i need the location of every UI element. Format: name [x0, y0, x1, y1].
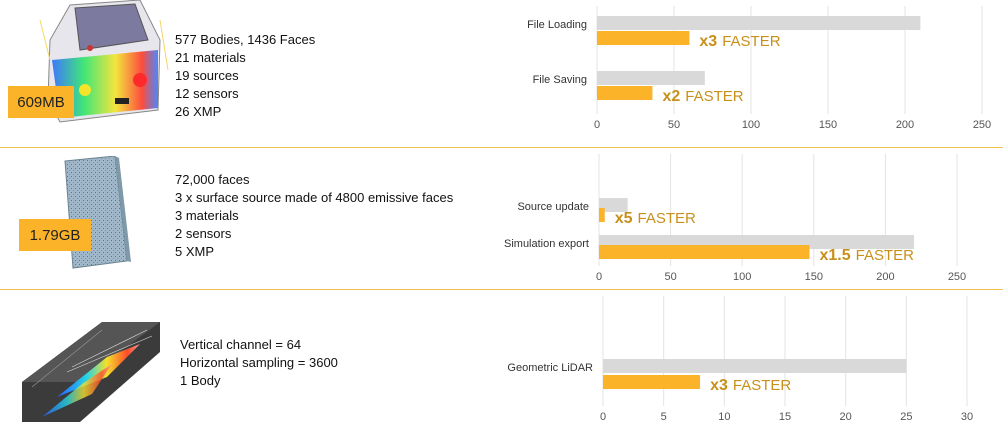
spec-line: Vertical channel = 64 [180, 337, 302, 352]
spec-line: 72,000 faces [175, 172, 250, 187]
bar-improved [599, 208, 605, 222]
x-tick-label: 50 [668, 119, 680, 131]
car-model-thumbnail [30, 0, 170, 128]
spec-line: 577 Bodies, 1436 Faces [175, 32, 316, 47]
performance-chart-2: 0 50 100 150 200 250 Source update x5 FASTER Simu… [504, 154, 966, 283]
spec-line: 26 XMP [175, 104, 222, 119]
speedup-annotation: x2 FASTER [662, 88, 743, 105]
category-label: File Loading [527, 19, 587, 31]
spec-line: 1 Body [180, 373, 221, 388]
file-size-badge: 609MB [8, 86, 74, 118]
panel-divider [0, 289, 1003, 290]
model-specs: Vertical channel = 64 Horizontal samplin… [180, 336, 338, 390]
x-tick-label: 5 [661, 411, 667, 423]
spec-line: Horizontal sampling = 3600 [180, 355, 338, 370]
model-specs: 577 Bodies, 1436 Faces 21 materials 19 s… [175, 31, 315, 121]
panel-car-model: 609MB 577 Bodies, 1436 Faces 21 material… [0, 0, 1003, 148]
bar-baseline [597, 16, 921, 30]
spec-line: 3 materials [175, 208, 239, 223]
speedup-annotation: x5 FASTER [615, 210, 696, 227]
x-tick-label: 25 [900, 411, 912, 423]
x-tick-label: 150 [819, 119, 837, 131]
x-tick-label: 250 [948, 271, 966, 283]
category-label: Geometric LiDAR [507, 362, 593, 374]
spec-line: 19 sources [175, 68, 239, 83]
bar-baseline [597, 71, 705, 85]
x-tick-label: 20 [840, 411, 852, 423]
category-label: File Saving [533, 74, 587, 86]
bar-improved [603, 375, 701, 389]
panel-divider [0, 147, 1003, 148]
x-tick-label: 0 [600, 411, 606, 423]
panel-surface-model: 1.79GB 72,000 faces 3 x surface source m… [0, 148, 1003, 289]
x-tick-label: 10 [718, 411, 730, 423]
x-tick-label: 15 [779, 411, 791, 423]
x-tick-label: 150 [805, 271, 823, 283]
x-tick-label: 200 [896, 119, 914, 131]
spec-line: 21 materials [175, 50, 246, 65]
category-label: Simulation export [504, 238, 589, 250]
x-tick-label: 250 [973, 119, 991, 131]
bar-improved [599, 245, 810, 259]
spec-line: 5 XMP [175, 244, 215, 259]
bar-improved [597, 31, 690, 45]
bar-improved [597, 86, 653, 100]
speedup-annotation: x3 FASTER [710, 377, 791, 394]
spec-line: 2 sensors [175, 226, 232, 241]
x-tick-label: 100 [742, 119, 760, 131]
bar-baseline [603, 359, 907, 373]
model-specs: 72,000 faces 3 x surface source made of … [175, 171, 453, 261]
performance-chart-1: 0 50 100 150 200 250 File Loading x3 FASTER File … [527, 6, 991, 131]
lidar-model-thumbnail [22, 322, 160, 422]
spec-line: 12 sensors [175, 86, 239, 101]
file-size-badge: 1.79GB [19, 219, 91, 251]
spec-line: 3 x surface source made of 4800 emissive… [175, 190, 454, 205]
speedup-annotation: x3 FASTER [699, 33, 780, 50]
speedup-annotation: x1.5 FASTER [820, 247, 915, 264]
panel-lidar-model: Vertical channel = 64 Horizontal samplin… [0, 290, 1003, 429]
x-tick-label: 50 [664, 271, 676, 283]
x-tick-label: 0 [594, 119, 600, 131]
x-tick-label: 200 [876, 271, 894, 283]
performance-chart-3: 0 5 10 15 20 25 30 Geometric LiDAR x3 FASTER [507, 296, 973, 423]
x-tick-label: 100 [733, 271, 751, 283]
category-label: Source update [517, 201, 589, 213]
x-tick-label: 30 [961, 411, 973, 423]
x-tick-label: 0 [596, 271, 602, 283]
bar-baseline [599, 198, 628, 212]
surface-model-thumbnail [55, 156, 135, 271]
